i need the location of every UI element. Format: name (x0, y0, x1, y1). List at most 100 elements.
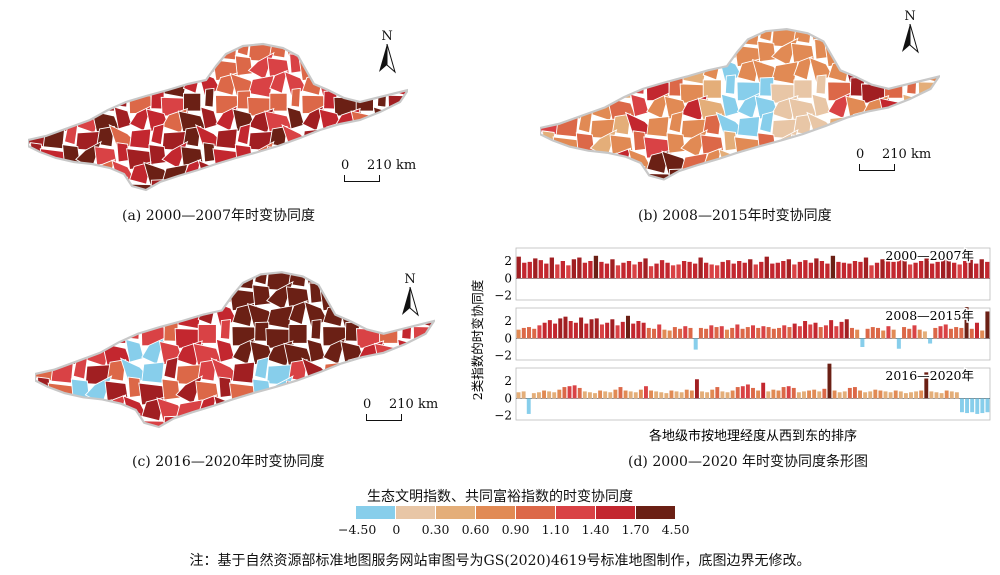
map-region (129, 413, 141, 427)
map-region (288, 324, 308, 344)
bar (681, 261, 687, 279)
map-region (736, 116, 761, 138)
bar (615, 265, 621, 279)
map-region (231, 420, 256, 427)
bar (929, 263, 935, 279)
map-region (301, 183, 325, 190)
bar-panel-frame (515, 367, 991, 421)
bar (628, 391, 633, 399)
bar (965, 398, 970, 414)
bar (740, 328, 745, 339)
legend-swatch (436, 506, 476, 519)
bar (823, 325, 828, 339)
map-region (540, 148, 562, 175)
bar (968, 256, 973, 279)
map-region (342, 378, 362, 401)
bar (582, 391, 587, 399)
map-region (83, 328, 114, 349)
bar (731, 263, 736, 279)
bar (907, 328, 912, 339)
map-region (827, 29, 851, 46)
map-region (141, 361, 165, 384)
bar (808, 324, 813, 339)
bar (674, 391, 679, 399)
bar (917, 329, 922, 339)
map-region (303, 395, 329, 422)
bar (909, 392, 913, 399)
bar (654, 263, 659, 279)
bar (764, 256, 769, 279)
bar (761, 326, 766, 339)
map-region (231, 361, 256, 384)
map-region (269, 181, 288, 190)
bar (756, 327, 761, 339)
map-region (74, 185, 103, 190)
bar (781, 261, 786, 279)
legend-tick-label: 0.90 (501, 522, 530, 537)
map-region (412, 326, 434, 347)
map-region (310, 319, 322, 340)
bar (599, 324, 604, 339)
bar (929, 391, 934, 399)
map-region (28, 106, 46, 130)
map-region (793, 147, 813, 173)
bar (552, 392, 557, 399)
map-region (42, 128, 66, 150)
north-label: N (904, 9, 916, 24)
bar (771, 389, 776, 399)
bar (819, 261, 825, 279)
map-region (702, 29, 722, 44)
map-region (148, 144, 167, 165)
bar (547, 320, 552, 339)
map-region (356, 305, 385, 330)
caption-b: (b) 2008—2015年时变协同度 (638, 208, 832, 224)
map-region (42, 161, 66, 185)
bar (700, 391, 704, 399)
bar (726, 260, 731, 279)
map-region (301, 161, 325, 185)
caption-a: (a) 2000—2007年时变协同度 (122, 208, 315, 224)
bar (531, 393, 536, 399)
map-region (254, 415, 270, 427)
map-region (64, 44, 79, 57)
bar (693, 338, 698, 350)
series-label: 2008—2015年 (885, 308, 974, 323)
map-region (161, 44, 188, 63)
bar (623, 390, 628, 399)
map-region (413, 361, 434, 384)
map-region (577, 29, 593, 42)
map-region (379, 359, 399, 382)
map-region (94, 57, 118, 79)
legend-tick-label: −4.50 (338, 522, 377, 537)
bar (544, 263, 549, 279)
bar (678, 328, 683, 339)
bar (641, 322, 646, 339)
bar (852, 261, 858, 279)
map-region (269, 158, 288, 183)
bar (542, 390, 546, 399)
bar (934, 392, 939, 399)
map-panel-a (28, 42, 408, 192)
legend-tick-label: 4.50 (661, 522, 690, 537)
bar (563, 316, 568, 339)
bar (985, 398, 990, 413)
bar (868, 391, 873, 399)
bar (827, 363, 832, 399)
bar (742, 262, 747, 279)
map-region (814, 130, 829, 152)
map-region (815, 74, 827, 95)
bar (775, 262, 780, 279)
bar (975, 398, 980, 414)
map-region (827, 173, 852, 180)
map-region (141, 272, 165, 290)
map-region (356, 280, 385, 311)
map-region (96, 69, 115, 94)
map-region (236, 123, 252, 146)
map-region (116, 53, 130, 74)
legend-tick-label: 1.40 (581, 522, 610, 537)
map-region (50, 272, 74, 290)
map-region (104, 286, 129, 309)
map-region (148, 55, 167, 77)
bar (903, 393, 908, 399)
